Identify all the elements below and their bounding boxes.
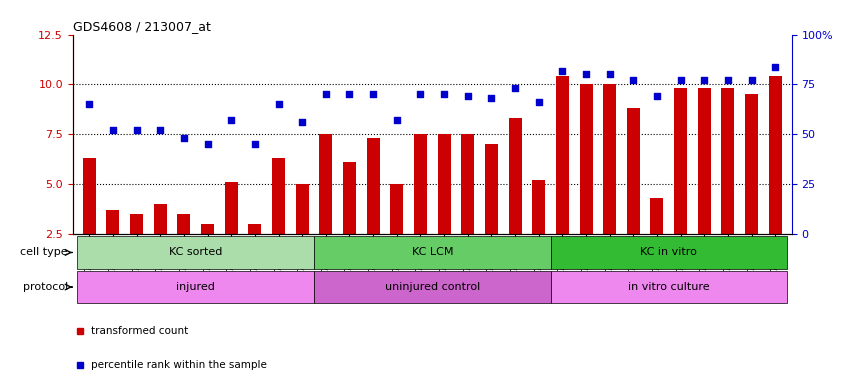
Text: protocol: protocol <box>23 282 68 292</box>
Point <box>82 101 96 108</box>
Bar <box>154 204 167 284</box>
Bar <box>603 84 616 284</box>
Point <box>698 78 711 84</box>
Point <box>366 91 380 98</box>
Bar <box>130 214 143 284</box>
Text: transformed count: transformed count <box>91 326 188 336</box>
Point <box>745 78 758 84</box>
Bar <box>437 134 450 284</box>
Bar <box>177 214 190 284</box>
Point <box>271 101 285 108</box>
Text: KC in vitro: KC in vitro <box>640 247 698 258</box>
Point <box>319 91 333 98</box>
Point <box>130 127 144 134</box>
Bar <box>484 144 498 284</box>
Bar <box>698 88 710 284</box>
Point <box>342 91 356 98</box>
Text: uninjured control: uninjured control <box>384 282 480 292</box>
Point <box>413 91 427 98</box>
Point <box>721 78 734 84</box>
Bar <box>580 84 592 284</box>
Bar <box>78 236 314 269</box>
Text: injured: injured <box>176 282 215 292</box>
Bar <box>83 158 96 284</box>
Bar <box>314 236 550 269</box>
Bar <box>343 162 356 284</box>
Text: KC sorted: KC sorted <box>169 247 223 258</box>
Point <box>106 127 120 134</box>
Bar <box>314 271 550 303</box>
Bar <box>248 224 261 284</box>
Bar <box>201 224 214 284</box>
Bar <box>556 76 569 284</box>
Point <box>461 93 474 99</box>
Bar <box>532 180 545 284</box>
Bar <box>366 138 380 284</box>
Bar <box>508 118 521 284</box>
Bar <box>461 134 474 284</box>
Point <box>248 141 262 147</box>
Text: KC LCM: KC LCM <box>412 247 453 258</box>
Point <box>580 71 593 78</box>
Bar <box>390 184 403 284</box>
Point <box>484 95 498 101</box>
Point <box>603 71 616 78</box>
Bar <box>295 184 309 284</box>
Point <box>674 78 687 84</box>
Bar <box>627 108 639 284</box>
Bar <box>106 210 120 284</box>
Bar <box>722 88 734 284</box>
Point <box>627 78 640 84</box>
Text: cell type: cell type <box>21 247 68 258</box>
Bar <box>78 271 314 303</box>
Text: percentile rank within the sample: percentile rank within the sample <box>91 360 266 370</box>
Point <box>153 127 167 134</box>
Bar <box>225 182 238 284</box>
Bar <box>319 134 332 284</box>
Point <box>532 99 545 106</box>
Bar <box>414 134 427 284</box>
Point <box>769 63 782 70</box>
Point <box>437 91 451 98</box>
Point <box>295 119 309 126</box>
Point <box>651 93 664 99</box>
Bar <box>550 271 787 303</box>
Bar <box>675 88 687 284</box>
Bar <box>272 158 285 284</box>
Point <box>556 68 569 74</box>
Bar <box>550 236 787 269</box>
Bar <box>651 198 663 284</box>
Point <box>224 118 238 124</box>
Point <box>390 118 404 124</box>
Text: in vitro culture: in vitro culture <box>628 282 710 292</box>
Point <box>200 141 214 147</box>
Bar <box>769 76 782 284</box>
Point <box>508 85 522 91</box>
Bar <box>745 94 758 284</box>
Text: GDS4608 / 213007_at: GDS4608 / 213007_at <box>73 20 211 33</box>
Point <box>177 135 191 141</box>
